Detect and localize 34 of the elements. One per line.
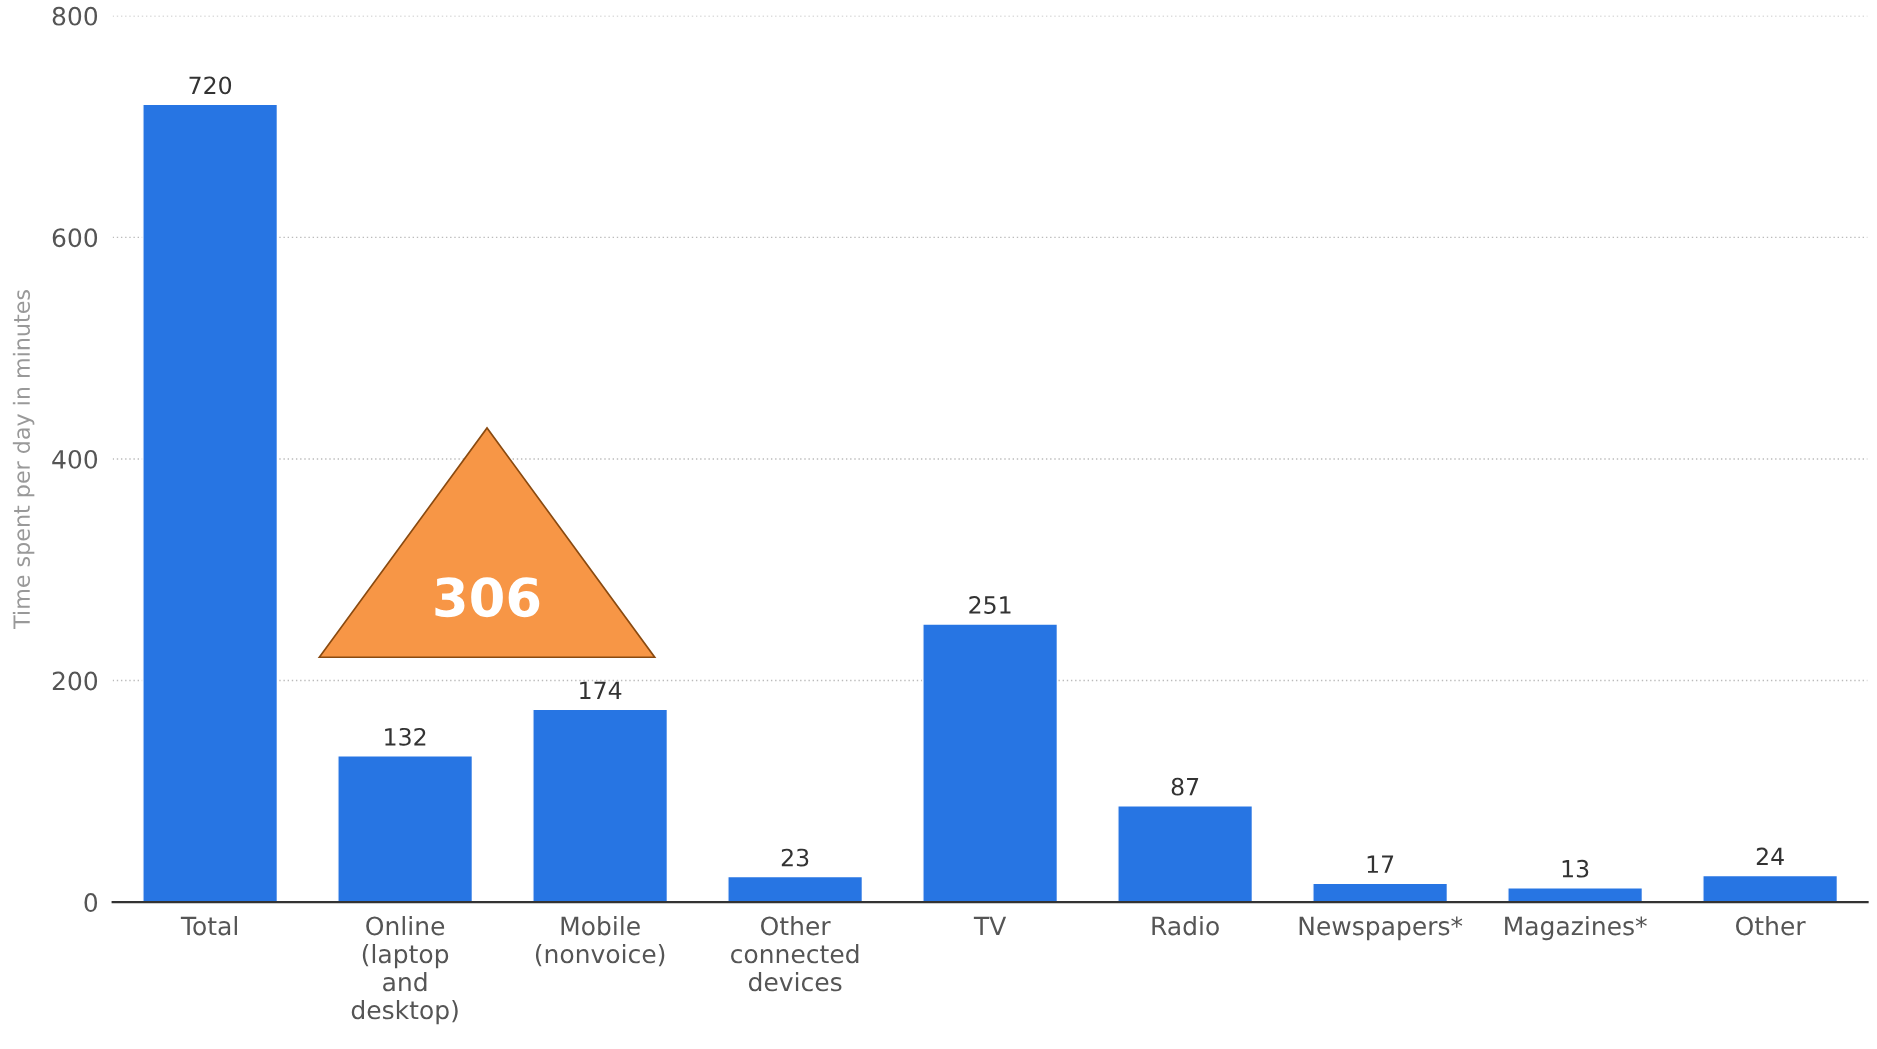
data-label: 174 — [580, 681, 622, 699]
data-label: 251 — [969, 596, 1011, 614]
bar — [1117, 805, 1254, 903]
bar — [1507, 887, 1644, 903]
bar — [142, 103, 279, 903]
y-tick-label: 200 — [52, 671, 98, 691]
bar — [727, 875, 864, 903]
bar — [922, 623, 1059, 903]
data-label: 87 — [1171, 777, 1199, 796]
x-tick-label: Online (laptop and desktop) — [351, 916, 458, 1025]
data-label: 17 — [1367, 855, 1394, 873]
x-tick-label: Newspapers* — [1299, 916, 1463, 941]
y-tick-label: 800 — [52, 6, 98, 26]
x-tick-label: Radio — [1152, 916, 1219, 936]
bar — [1702, 874, 1839, 903]
y-tick-label: 600 — [52, 228, 98, 248]
x-tick-label: Other — [1736, 916, 1806, 936]
x-tick-label: Magazines* — [1505, 916, 1647, 941]
x-tick-label: Other connected devices — [731, 916, 859, 992]
data-label: 13 — [1562, 859, 1589, 878]
data-label: 720 — [189, 76, 232, 95]
y-axis-title: Time spent per day in minutes — [12, 290, 35, 629]
data-label: 24 — [1756, 847, 1784, 866]
y-tick-label: 400 — [52, 449, 98, 469]
bar — [337, 755, 474, 903]
x-tick-label: TV — [973, 916, 1007, 936]
annotation: 306 — [435, 577, 540, 618]
x-tick-label: Mobile (nonvoice) — [535, 916, 665, 967]
y-tick-label: 0 — [84, 893, 98, 912]
x-tick-label: Total — [180, 916, 237, 936]
bar — [532, 708, 669, 903]
bar — [1312, 882, 1449, 903]
data-label: 23 — [781, 848, 809, 867]
data-label: 132 — [385, 727, 426, 746]
